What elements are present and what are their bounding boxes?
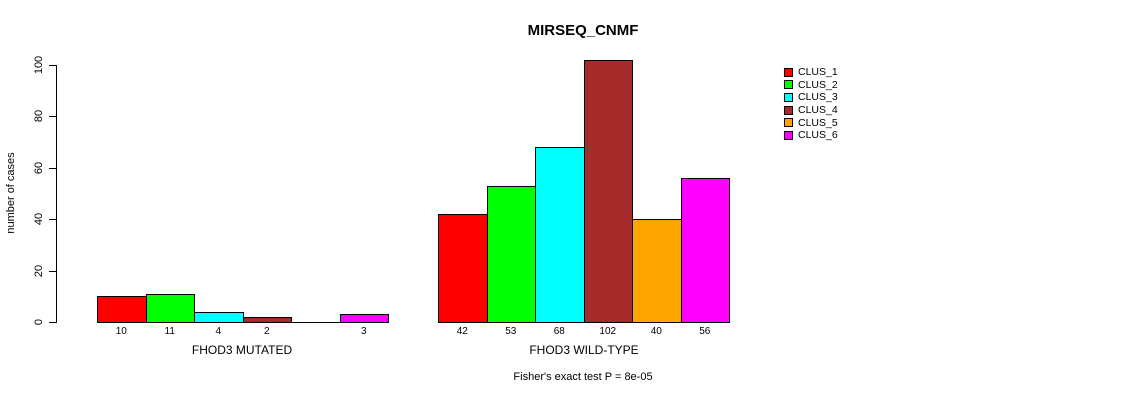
- y-axis-tick: [49, 219, 56, 221]
- bar-clus_4-wildtype: [583, 59, 633, 323]
- legend-swatch-icon: [784, 105, 793, 115]
- bar-value-label: 10: [115, 326, 127, 337]
- bar-clus_6-mutated: [339, 314, 389, 323]
- legend-row-clus_6: CLUS_6: [784, 129, 838, 142]
- legend: CLUS_1 CLUS_2 CLUS_3 CLUS_4 CLUS_5 CLUS_6: [784, 66, 838, 142]
- y-axis-tick-label: 100: [33, 55, 45, 75]
- y-axis-tick-label: 40: [33, 213, 45, 226]
- bar-clus_3-wildtype: [535, 147, 585, 323]
- bar-clus_5-wildtype: [632, 219, 682, 323]
- legend-row-clus_5: CLUS_5: [784, 116, 838, 129]
- legend-swatch-icon: [784, 130, 793, 140]
- y-axis-tick-label: 0: [33, 318, 45, 326]
- bar-clus_6-wildtype: [680, 178, 730, 323]
- bar-value-label: 68: [553, 326, 565, 337]
- y-axis-tick: [49, 167, 56, 169]
- x-group-label-wildtype: FHOD3 WILD-TYPE: [529, 343, 639, 357]
- bar-value-label: 42: [456, 326, 468, 337]
- bar-clus_4-mutated: [242, 316, 292, 323]
- legend-label: CLUS_5: [798, 116, 838, 129]
- bar-value-label: 11: [164, 326, 175, 337]
- legend-swatch-icon: [784, 118, 793, 128]
- x-group-label-mutated: FHOD3 MUTATED: [191, 343, 293, 357]
- bar-value-label: 2: [263, 326, 270, 337]
- legend-swatch-icon: [784, 67, 793, 77]
- bar-value-label: 40: [650, 326, 662, 337]
- legend-row-clus_4: CLUS_4: [784, 104, 838, 117]
- y-axis-tick: [49, 65, 56, 66]
- legend-swatch-icon: [784, 80, 793, 90]
- bar-clus_1-wildtype: [438, 214, 488, 323]
- y-axis-tick: [49, 270, 56, 272]
- y-axis-tick: [49, 116, 56, 118]
- y-axis-line: [56, 65, 57, 323]
- y-axis-tick: [49, 322, 56, 323]
- bar-value-label: 102: [599, 326, 617, 337]
- legend-row-clus_2: CLUS_2: [784, 79, 838, 92]
- legend-label: CLUS_3: [798, 91, 838, 104]
- bar-clus_2-mutated: [145, 293, 195, 323]
- y-axis-label: number of cases: [5, 152, 17, 234]
- bar-value-label: 53: [505, 326, 517, 337]
- chart-title: MIRSEQ_CNMF: [527, 22, 639, 39]
- legend-label: CLUS_2: [798, 78, 838, 91]
- bar-value-label: 4: [215, 326, 222, 337]
- y-axis-tick-label: 20: [33, 264, 45, 277]
- legend-row-clus_1: CLUS_1: [784, 66, 838, 79]
- bar-clus_3-mutated: [194, 311, 244, 323]
- y-axis-tick-label: 80: [33, 110, 45, 123]
- bar-clus_5-zero: [291, 322, 341, 323]
- legend-label: CLUS_6: [798, 129, 838, 142]
- bar-value-label: 3: [360, 326, 367, 337]
- legend-label: CLUS_1: [798, 66, 838, 79]
- legend-label: CLUS_4: [798, 104, 838, 117]
- y-axis-tick-label: 60: [33, 161, 45, 174]
- fisher-test-annotation: Fisher's exact test P = 8e-05: [513, 371, 653, 383]
- bar-clus_2-wildtype: [486, 185, 536, 323]
- legend-swatch-icon: [784, 92, 793, 102]
- bar-value-label: 56: [699, 326, 711, 337]
- bar-clus_1-mutated: [97, 296, 147, 323]
- legend-row-clus_3: CLUS_3: [784, 91, 838, 104]
